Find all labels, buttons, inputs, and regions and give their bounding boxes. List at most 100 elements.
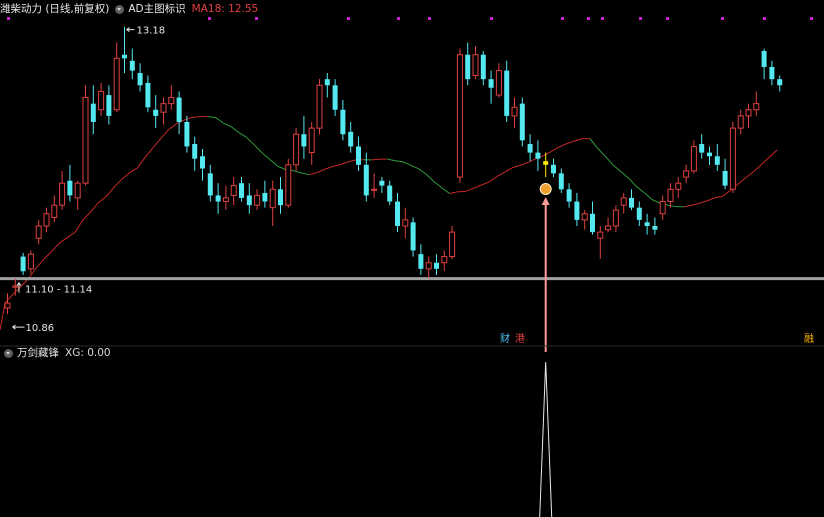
candle bbox=[192, 136, 198, 171]
candle bbox=[566, 183, 572, 208]
candle-body bbox=[12, 285, 19, 288]
candle bbox=[293, 128, 300, 171]
candle bbox=[356, 136, 361, 171]
ma-segment bbox=[550, 146, 560, 153]
candle bbox=[230, 177, 237, 206]
candle-body bbox=[4, 302, 11, 309]
ma-segment bbox=[418, 168, 427, 175]
news-tag-cai: 财 bbox=[500, 332, 510, 345]
signal-dot bbox=[666, 17, 669, 20]
candle-body bbox=[707, 152, 712, 157]
ma-segment bbox=[558, 143, 567, 148]
candle-body bbox=[495, 70, 502, 96]
candle bbox=[379, 177, 385, 193]
candle bbox=[434, 254, 439, 275]
candle bbox=[207, 164, 213, 202]
news-tags: 财 港 融 bbox=[500, 332, 814, 345]
ma-segment bbox=[519, 162, 528, 166]
stock-title: 潍柴动力 (日线,前复权) bbox=[0, 3, 110, 15]
ma-segment bbox=[35, 258, 45, 269]
candle bbox=[59, 170, 66, 211]
candle bbox=[340, 99, 346, 141]
signal-dot bbox=[208, 17, 211, 20]
ma-segment bbox=[152, 137, 162, 148]
candle bbox=[106, 85, 112, 125]
candle bbox=[761, 48, 767, 80]
ma-segment bbox=[27, 267, 37, 279]
candle bbox=[316, 79, 323, 135]
sub-dropdown-icon[interactable] bbox=[4, 348, 13, 358]
candle-body bbox=[137, 73, 143, 86]
ma-segment bbox=[566, 140, 575, 145]
candle bbox=[20, 252, 26, 275]
candle bbox=[145, 75, 151, 113]
candle-body bbox=[410, 222, 416, 251]
ma-segment bbox=[51, 242, 60, 252]
ma-segment bbox=[542, 151, 552, 157]
ma-segment bbox=[628, 178, 638, 188]
ma-segment bbox=[168, 123, 177, 130]
candle-body bbox=[629, 197, 634, 208]
ma-segment bbox=[4, 294, 14, 304]
ma-segment bbox=[691, 202, 700, 206]
candle-body bbox=[527, 144, 533, 153]
candle-body bbox=[511, 106, 518, 117]
candle bbox=[246, 183, 252, 214]
sub-indicator-name[interactable]: 万剑藏锋 bbox=[17, 347, 59, 359]
indicator-name[interactable]: AD主图标识 bbox=[128, 3, 186, 15]
candle bbox=[176, 91, 182, 135]
candle-body bbox=[605, 225, 612, 231]
candle-body bbox=[769, 66, 775, 80]
candle-body bbox=[285, 164, 292, 206]
candle bbox=[519, 97, 525, 147]
range-label: 11.10 - 11.14 bbox=[25, 285, 92, 296]
candle bbox=[644, 213, 650, 235]
candle bbox=[395, 192, 400, 233]
candle bbox=[113, 42, 120, 113]
candle bbox=[82, 85, 89, 186]
ma-value: MA18: 12.55 bbox=[191, 3, 259, 15]
candle-body bbox=[269, 188, 276, 209]
signal-dot bbox=[428, 17, 431, 20]
candle bbox=[441, 250, 448, 272]
candle bbox=[222, 185, 229, 211]
signal-dot bbox=[255, 17, 258, 20]
candle-body bbox=[153, 109, 159, 116]
candle-body bbox=[551, 164, 556, 174]
ma-segment bbox=[425, 173, 435, 182]
ma-segment bbox=[90, 202, 99, 213]
candle-body bbox=[449, 231, 456, 258]
candle bbox=[745, 103, 752, 129]
candle bbox=[612, 205, 619, 233]
candle bbox=[690, 140, 697, 174]
ma-segment bbox=[652, 199, 661, 204]
ma-segment bbox=[769, 149, 778, 158]
ma-segment bbox=[184, 116, 193, 121]
candle-body bbox=[254, 194, 261, 206]
candle bbox=[659, 195, 666, 220]
main-header: 潍柴动力 (日线,前复权) AD主图标识 MA18: 12.55 bbox=[0, 1, 258, 17]
ma-segment bbox=[387, 158, 396, 162]
ma-segment bbox=[340, 161, 349, 166]
candle bbox=[418, 244, 424, 275]
candle bbox=[504, 60, 510, 122]
ma-segment bbox=[511, 164, 520, 169]
signal-arrow-icon bbox=[541, 197, 550, 206]
ma-segment bbox=[605, 156, 614, 166]
ma-segment bbox=[309, 172, 318, 176]
candle bbox=[652, 217, 658, 235]
top-dots bbox=[7, 17, 813, 20]
ma-segment bbox=[488, 176, 497, 183]
ma-segment bbox=[43, 250, 53, 260]
dropdown-icon[interactable] bbox=[115, 4, 125, 14]
candles-layer bbox=[4, 26, 783, 315]
ma-segment bbox=[620, 171, 630, 179]
candle-body bbox=[168, 97, 175, 105]
candle-body bbox=[434, 262, 439, 269]
ma-segment bbox=[348, 159, 357, 163]
ma-segment bbox=[82, 211, 92, 221]
candle-body bbox=[480, 54, 486, 80]
candle bbox=[667, 183, 674, 208]
candle-body bbox=[379, 180, 385, 186]
ma-segment bbox=[254, 144, 263, 154]
